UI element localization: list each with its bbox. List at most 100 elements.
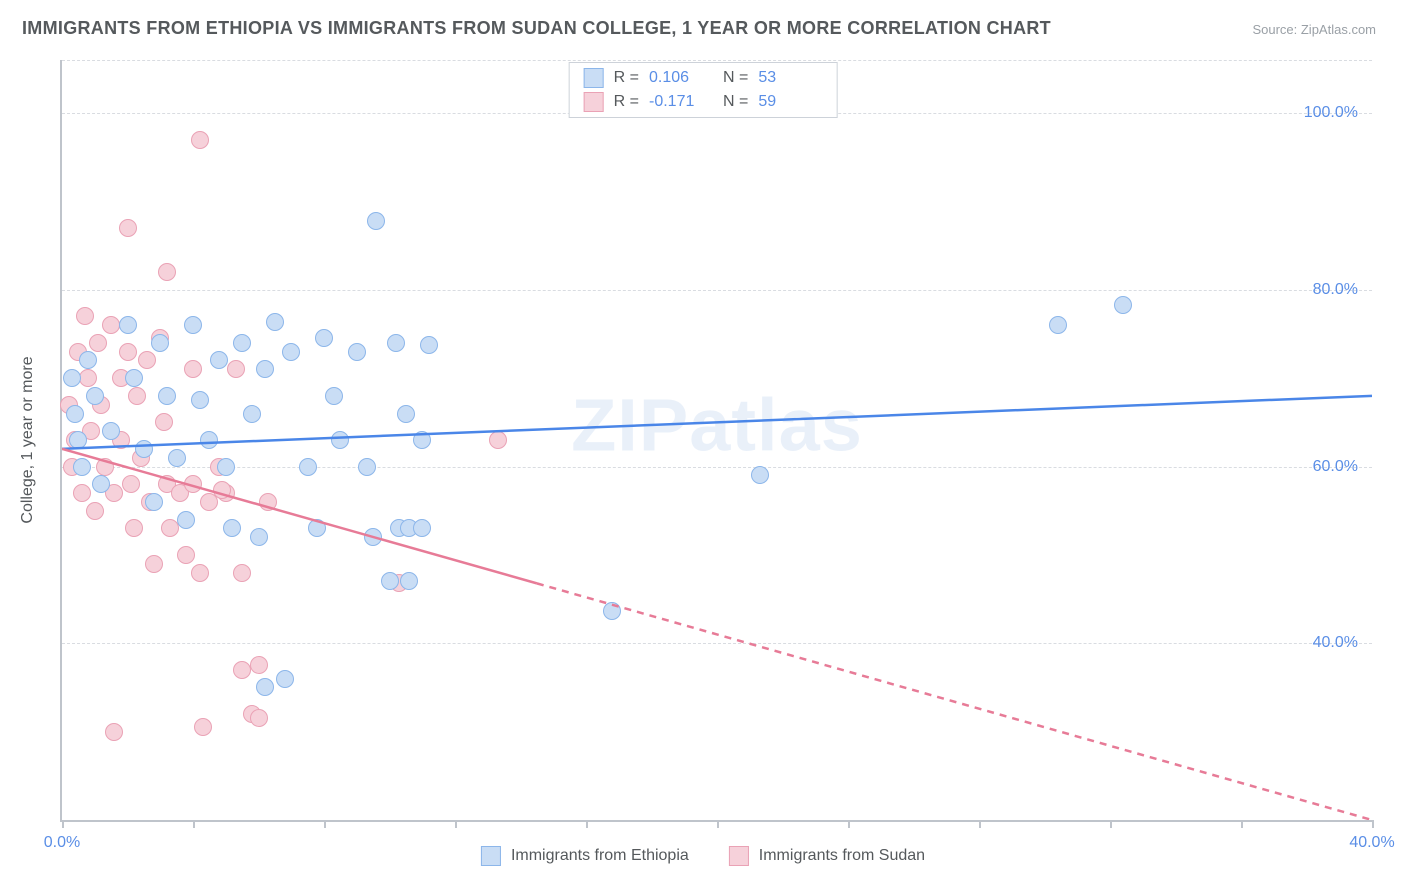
data-point bbox=[168, 449, 186, 467]
data-point bbox=[233, 661, 251, 679]
data-point bbox=[125, 369, 143, 387]
x-tick bbox=[586, 820, 588, 828]
data-point bbox=[73, 458, 91, 476]
data-point bbox=[387, 334, 405, 352]
data-point bbox=[223, 519, 241, 537]
legend-label-sudan: Immigrants from Sudan bbox=[759, 847, 925, 865]
x-tick-label: 0.0% bbox=[44, 834, 80, 852]
data-point bbox=[158, 263, 176, 281]
y-tick-label: 80.0% bbox=[1313, 281, 1358, 299]
x-tick bbox=[62, 820, 64, 828]
data-point bbox=[364, 528, 382, 546]
data-point bbox=[63, 369, 81, 387]
data-point bbox=[119, 343, 137, 361]
r-value-ethiopia: 0.106 bbox=[649, 69, 713, 87]
r-label: R = bbox=[614, 93, 639, 111]
data-point bbox=[381, 572, 399, 590]
data-point bbox=[227, 360, 245, 378]
data-point bbox=[250, 709, 268, 727]
gridline bbox=[62, 643, 1372, 644]
data-point bbox=[158, 387, 176, 405]
gridline bbox=[62, 60, 1372, 61]
data-point bbox=[191, 564, 209, 582]
gridline bbox=[62, 290, 1372, 291]
x-tick bbox=[324, 820, 326, 828]
data-point bbox=[603, 602, 621, 620]
data-point bbox=[76, 307, 94, 325]
data-point bbox=[489, 431, 507, 449]
x-tick bbox=[1110, 820, 1112, 828]
data-point bbox=[348, 343, 366, 361]
data-point bbox=[210, 351, 228, 369]
legend-row-ethiopia: R = 0.106 N = 53 bbox=[584, 66, 823, 90]
data-point bbox=[92, 475, 110, 493]
data-point bbox=[79, 351, 97, 369]
x-tick bbox=[193, 820, 195, 828]
data-point bbox=[259, 493, 277, 511]
r-label: R = bbox=[614, 69, 639, 87]
legend-label-ethiopia: Immigrants from Ethiopia bbox=[511, 847, 689, 865]
data-point bbox=[751, 466, 769, 484]
plot-area: College, 1 year or more ZIPatlas 40.0%60… bbox=[60, 60, 1372, 822]
data-point bbox=[256, 360, 274, 378]
data-point bbox=[177, 546, 195, 564]
data-point bbox=[145, 555, 163, 573]
swatch-sudan bbox=[584, 92, 604, 112]
n-value-ethiopia: 53 bbox=[758, 69, 822, 87]
x-tick-label: 40.0% bbox=[1349, 834, 1394, 852]
data-point bbox=[79, 369, 97, 387]
data-point bbox=[96, 458, 114, 476]
swatch-ethiopia bbox=[481, 846, 501, 866]
data-point bbox=[119, 219, 137, 237]
data-point bbox=[69, 431, 87, 449]
data-point bbox=[89, 334, 107, 352]
x-tick bbox=[455, 820, 457, 828]
data-point bbox=[86, 502, 104, 520]
y-tick-label: 100.0% bbox=[1304, 104, 1358, 122]
n-label: N = bbox=[723, 93, 748, 111]
trend-lines bbox=[62, 60, 1372, 820]
x-tick bbox=[717, 820, 719, 828]
legend-item-sudan: Immigrants from Sudan bbox=[729, 846, 925, 866]
swatch-ethiopia bbox=[584, 68, 604, 88]
data-point bbox=[250, 656, 268, 674]
n-label: N = bbox=[723, 69, 748, 87]
data-point bbox=[420, 336, 438, 354]
data-point bbox=[256, 678, 274, 696]
data-point bbox=[102, 422, 120, 440]
data-point bbox=[191, 131, 209, 149]
data-point bbox=[66, 405, 84, 423]
legend-row-sudan: R = -0.171 N = 59 bbox=[584, 90, 823, 114]
x-tick bbox=[979, 820, 981, 828]
data-point bbox=[125, 519, 143, 537]
data-point bbox=[282, 343, 300, 361]
data-point bbox=[325, 387, 343, 405]
data-point bbox=[217, 458, 235, 476]
data-point bbox=[299, 458, 317, 476]
data-point bbox=[1049, 316, 1067, 334]
data-point bbox=[86, 387, 104, 405]
data-point bbox=[315, 329, 333, 347]
data-point bbox=[358, 458, 376, 476]
data-point bbox=[119, 316, 137, 334]
data-point bbox=[194, 718, 212, 736]
data-point bbox=[200, 431, 218, 449]
source-label: Source: ZipAtlas.com bbox=[1252, 22, 1376, 37]
gridline bbox=[62, 467, 1372, 468]
data-point bbox=[128, 387, 146, 405]
data-point bbox=[151, 334, 169, 352]
data-point bbox=[184, 360, 202, 378]
correlation-legend: R = 0.106 N = 53 R = -0.171 N = 59 bbox=[569, 62, 838, 118]
x-tick bbox=[1372, 820, 1374, 828]
data-point bbox=[276, 670, 294, 688]
series-legend: Immigrants from Ethiopia Immigrants from… bbox=[481, 846, 925, 866]
x-tick bbox=[1241, 820, 1243, 828]
x-tick bbox=[848, 820, 850, 828]
y-tick-label: 40.0% bbox=[1313, 634, 1358, 652]
legend-item-ethiopia: Immigrants from Ethiopia bbox=[481, 846, 689, 866]
watermark: ZIPatlas bbox=[571, 382, 863, 467]
swatch-sudan bbox=[729, 846, 749, 866]
data-point bbox=[233, 334, 251, 352]
data-point bbox=[266, 313, 284, 331]
data-point bbox=[191, 391, 209, 409]
